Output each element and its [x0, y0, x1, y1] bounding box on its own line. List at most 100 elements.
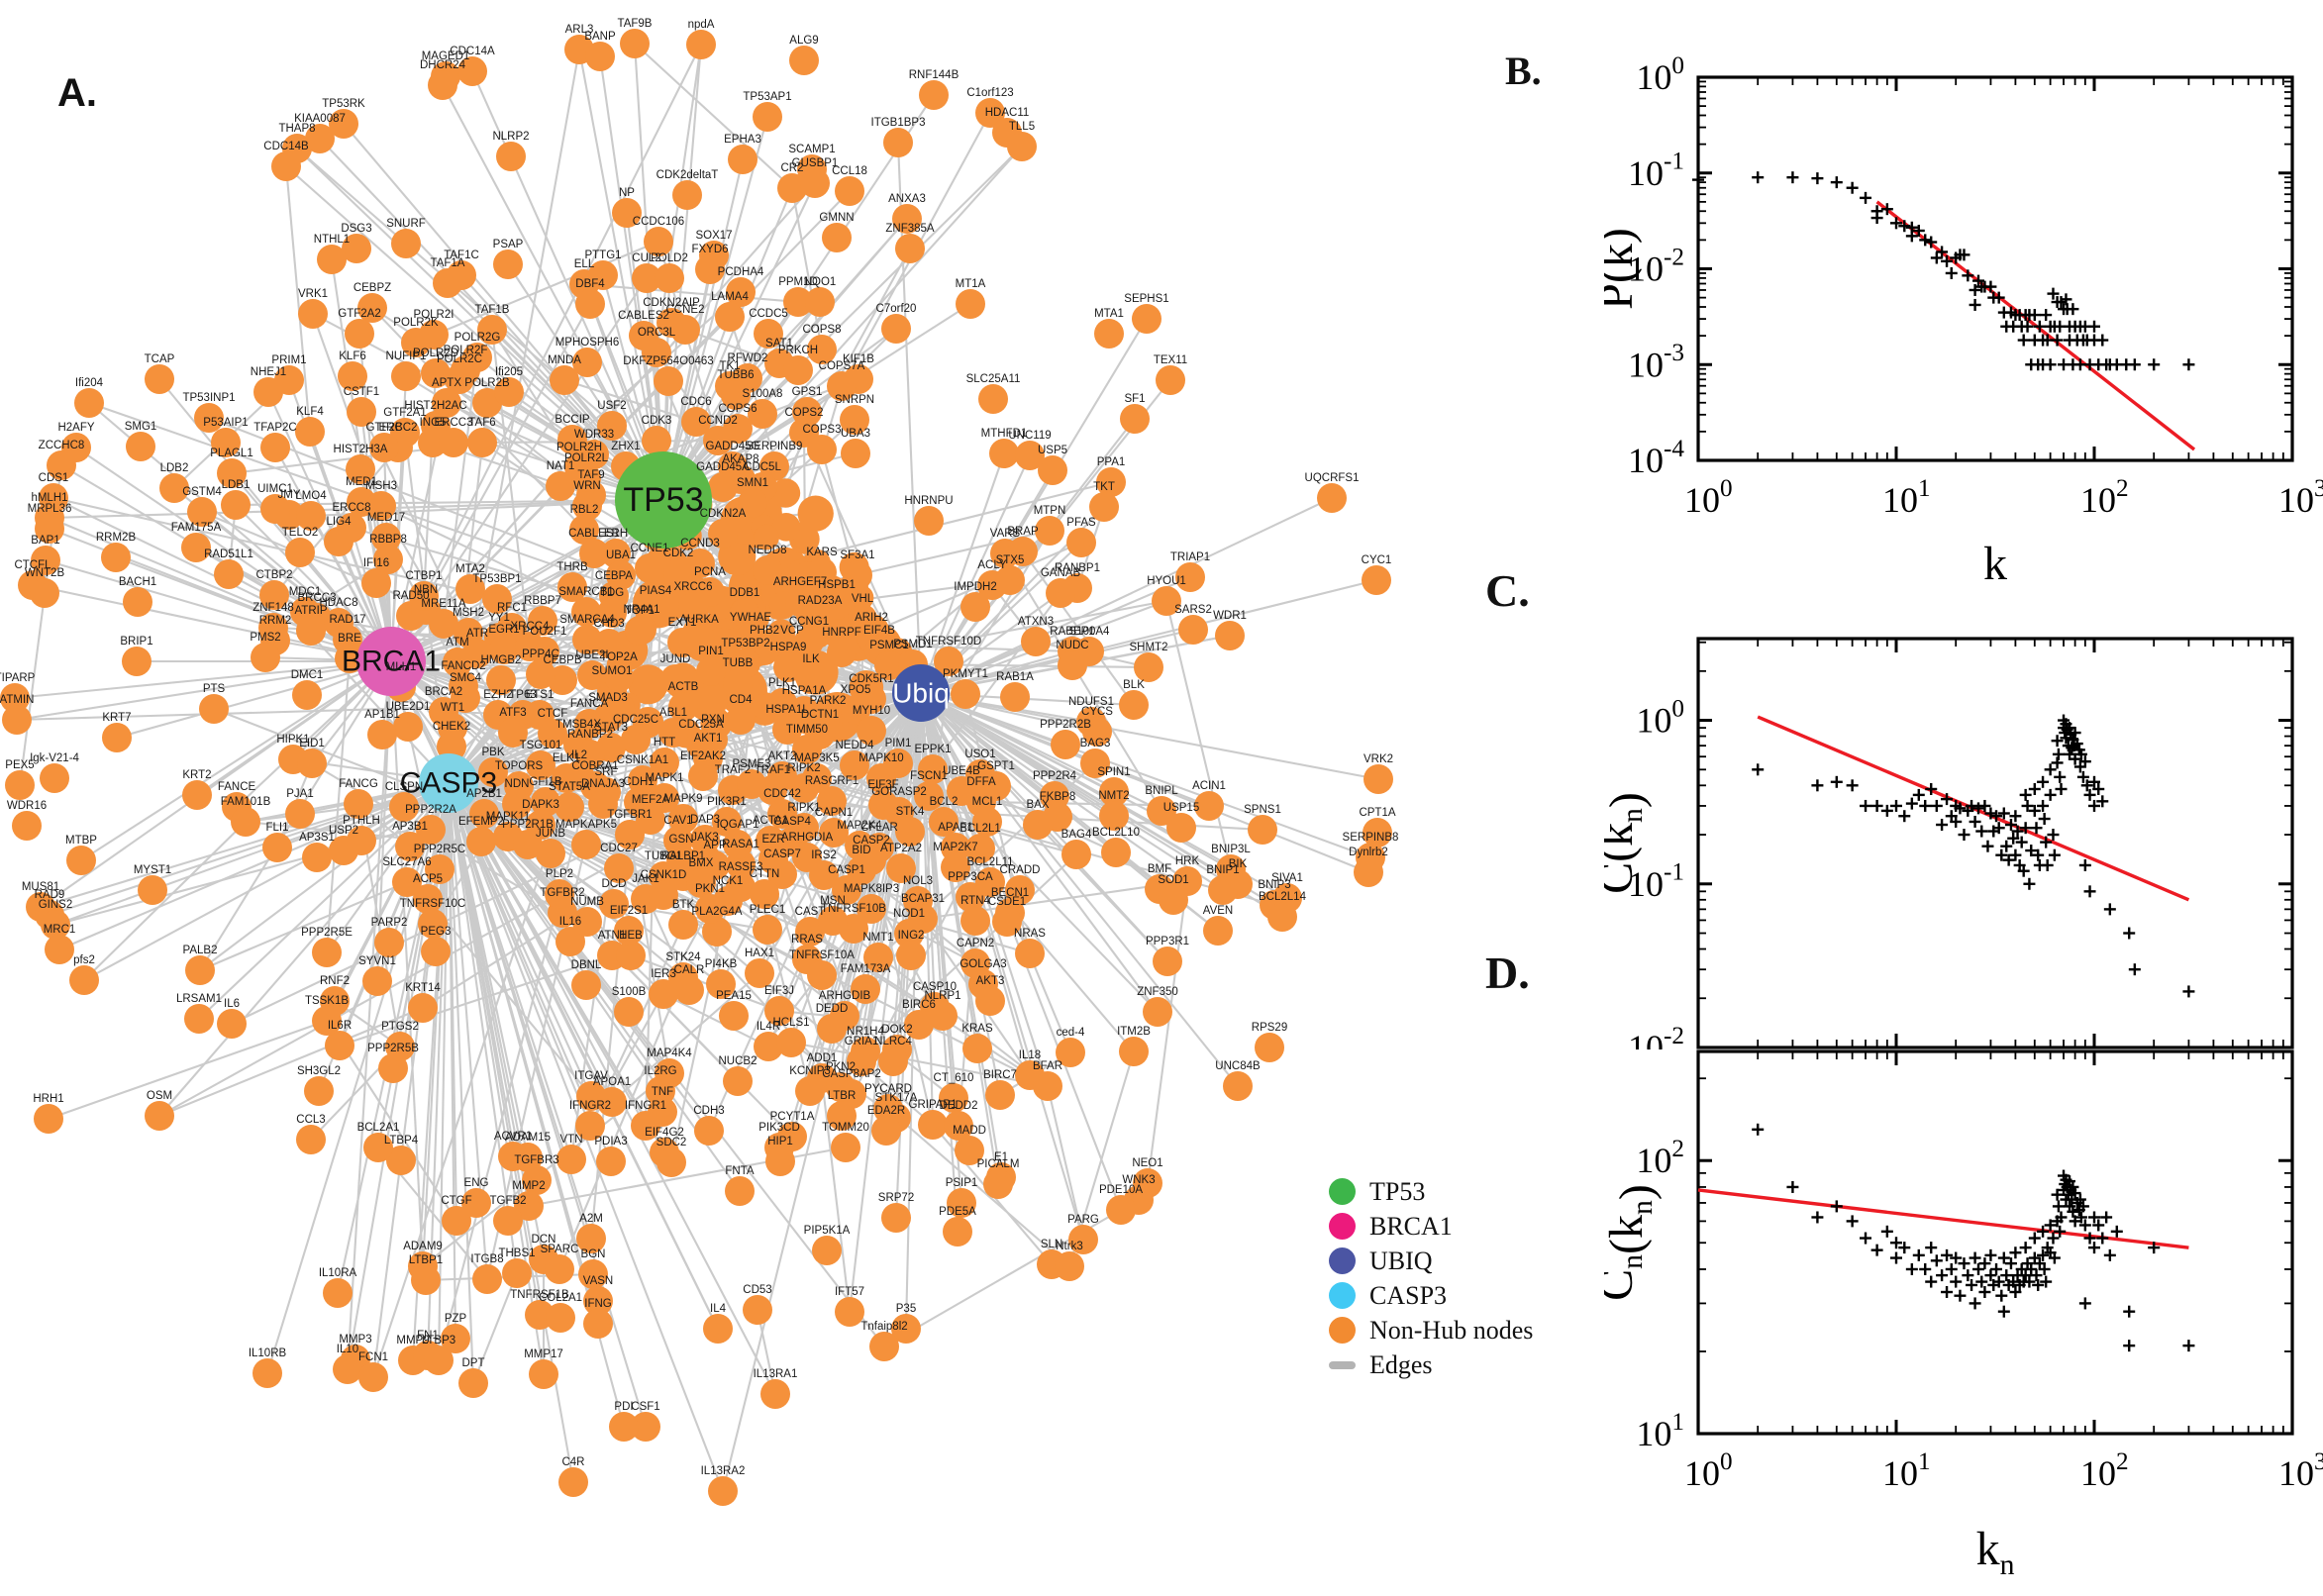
node-label: JUND	[660, 653, 691, 665]
network-node	[346, 454, 375, 484]
network-node	[767, 859, 797, 889]
node-label: FANCA	[570, 698, 609, 710]
node-label: AP1B1	[364, 709, 400, 721]
node-label: CDC25A	[678, 719, 724, 731]
node-label: EIF4B	[863, 625, 895, 637]
node-label: EIF2AK2	[680, 750, 726, 762]
node-label: AKT1	[694, 733, 723, 745]
legend-label: BRCA1	[1369, 1211, 1453, 1241]
node-label: PEX5	[5, 759, 34, 771]
node-label: WNT2B	[25, 567, 65, 579]
network-node	[467, 428, 497, 457]
network-node	[1089, 492, 1119, 522]
node-label: ELL	[574, 258, 595, 270]
network-node	[1099, 801, 1129, 831]
node-label: MPHOSPH6	[556, 337, 620, 349]
network-node	[1132, 304, 1162, 334]
network-node	[726, 277, 756, 307]
node-label: JAK3	[691, 832, 719, 844]
network-node	[374, 928, 404, 957]
network-node	[807, 557, 837, 587]
network-node	[655, 263, 684, 293]
node-label: RASSF3	[719, 861, 763, 873]
network-node	[712, 807, 742, 837]
network-node	[325, 1031, 354, 1060]
network-node	[1015, 441, 1045, 470]
network-node	[632, 263, 661, 293]
network-node	[681, 407, 711, 437]
network-node	[708, 519, 738, 549]
node-label: C7orf20	[876, 303, 917, 315]
node-label: WDR33	[574, 429, 614, 441]
network-node	[831, 1133, 860, 1162]
node-label: ADAM9	[403, 1241, 443, 1252]
network-node	[783, 287, 813, 317]
node-label: FLI1	[265, 822, 288, 834]
node-label: MTA1	[1094, 308, 1124, 320]
network-node	[514, 1191, 544, 1221]
node-label: COPS3	[803, 424, 842, 436]
network-node	[674, 975, 704, 1005]
node-label: PTS	[203, 683, 226, 695]
node-label: CSTF1	[344, 386, 379, 398]
network-node	[285, 538, 315, 567]
node-label: TEX11	[1154, 354, 1187, 366]
node-label: TUBB	[723, 657, 754, 669]
network-node	[1061, 840, 1091, 869]
node-label: WNK3	[1122, 1174, 1155, 1186]
network-node	[1363, 818, 1392, 848]
network-node	[894, 919, 924, 948]
node-label: SPNS1	[1244, 804, 1281, 816]
tick-label: 10-3	[1628, 340, 1684, 384]
network-edge	[198, 782, 450, 1020]
network-node	[214, 559, 244, 589]
node-label: MAPK1	[646, 772, 684, 784]
network-node	[789, 46, 819, 75]
network-node	[557, 425, 587, 454]
node-label: MCL1	[972, 796, 1003, 808]
node-label: NP	[619, 187, 635, 199]
node-label: CCNG1	[789, 616, 829, 628]
network-node	[433, 268, 462, 298]
network-node	[719, 1001, 749, 1031]
node-label: CALR	[674, 964, 705, 976]
network-node	[694, 1116, 724, 1146]
network-node	[708, 1476, 738, 1506]
node-label: PDE10A	[1099, 1184, 1143, 1196]
node-label: DCD	[602, 878, 627, 890]
node-label: XRCC6	[674, 581, 713, 593]
node-label: CDS1	[39, 472, 69, 484]
node-label: SF1	[1124, 393, 1145, 405]
node-label: POLR2D	[413, 348, 458, 359]
network-node	[636, 805, 665, 835]
node-label: SMG1	[125, 421, 157, 433]
node-label: MMP2	[512, 1180, 545, 1192]
network-node	[366, 491, 396, 521]
node-label: MAPKAPK5	[556, 819, 617, 831]
node-label: GSPT1	[977, 760, 1015, 772]
node-label: COL2A1	[539, 1292, 582, 1304]
node-label: EIF4G2	[645, 1127, 684, 1139]
node-label: CCL18	[832, 165, 867, 177]
network-node	[185, 955, 215, 985]
network-node	[723, 830, 753, 859]
node-label: KRT14	[405, 982, 441, 994]
network-node	[40, 763, 69, 793]
node-label: BAP1	[31, 535, 59, 547]
network-node	[738, 488, 767, 518]
network-edge	[919, 692, 1085, 1241]
node-label: CSDE1	[988, 896, 1026, 908]
node-label: ARHGEF7	[773, 576, 827, 588]
node-label: MAP4K4	[647, 1047, 692, 1059]
node-label: pfs2	[73, 954, 95, 966]
node-label: SPARC	[541, 1244, 579, 1255]
node-label: ENG	[464, 1177, 489, 1189]
network-node	[312, 1006, 342, 1036]
node-label: C4R	[561, 1456, 584, 1468]
node-label: IFNG	[584, 1298, 612, 1310]
network-edge	[920, 692, 1369, 873]
network-node	[960, 906, 990, 936]
network-node	[944, 1111, 973, 1141]
node-label: BANP	[584, 31, 616, 43]
